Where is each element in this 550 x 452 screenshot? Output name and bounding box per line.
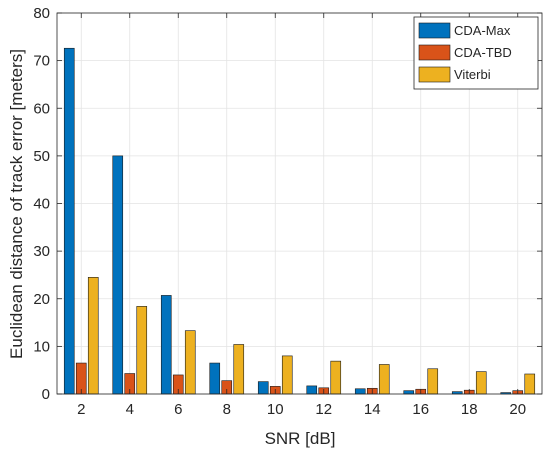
legend-label-cda-max: CDA-Max — [454, 23, 511, 38]
y-tick-label: 40 — [33, 196, 50, 213]
y-tick-label: 70 — [33, 53, 50, 70]
x-tick-label: 2 — [77, 401, 85, 418]
y-tick-label: 30 — [33, 243, 50, 260]
bar-cda-max — [306, 385, 318, 395]
bar-viterbi — [184, 330, 196, 395]
x-tick-label: 14 — [364, 401, 381, 418]
x-tick-label: 4 — [126, 401, 134, 418]
bar-cda-max — [63, 47, 75, 395]
bar-viterbi — [475, 371, 487, 395]
bar-cda-max — [257, 381, 269, 395]
x-tick-label: 20 — [509, 401, 526, 418]
bars — [63, 47, 536, 395]
axis-ticks — [57, 12, 542, 395]
bar-viterbi — [427, 368, 439, 395]
x-tick-label: 12 — [315, 401, 332, 418]
y-tick-labels: 0 10 20 30 40 50 60 70 80 — [33, 5, 50, 403]
legend-swatch-cda-tbd — [418, 44, 451, 61]
y-tick-label: 20 — [33, 291, 50, 308]
legend-label-viterbi: Viterbi — [454, 67, 491, 82]
y-tick-label: 0 — [42, 386, 50, 403]
x-tick-label: 6 — [174, 401, 182, 418]
x-tick-labels: 2 4 6 8 10 12 14 16 18 20 — [77, 401, 526, 418]
bar-viterbi — [330, 360, 342, 395]
bar-cda-max — [354, 388, 366, 395]
x-tick-label: 16 — [412, 401, 429, 418]
x-tick-label: 8 — [223, 401, 231, 418]
bar-viterbi — [524, 373, 536, 395]
legend: CDA-Max CDA-TBD Viterbi — [413, 16, 539, 90]
y-axis-label: Euclidean distance of track error [meter… — [7, 49, 26, 359]
bar-viterbi — [378, 364, 390, 395]
legend-label-cda-tbd: CDA-TBD — [454, 45, 512, 60]
bar-cda-max — [403, 390, 415, 395]
bar-cda-max — [160, 295, 172, 395]
bar-viterbi — [233, 344, 245, 395]
bar-viterbi — [281, 355, 293, 395]
bar-cda-max — [112, 155, 124, 395]
bar-viterbi — [136, 306, 148, 395]
bar-cda-max — [209, 362, 221, 395]
legend-swatch-cda-max — [418, 22, 451, 39]
bar-viterbi — [87, 277, 99, 395]
y-tick-label: 10 — [33, 338, 50, 355]
y-tick-label: 80 — [33, 5, 50, 22]
x-tick-label: 18 — [461, 401, 478, 418]
x-axis-label: SNR [dB] — [265, 429, 336, 448]
x-tick-label: 10 — [267, 401, 284, 418]
y-tick-label: 50 — [33, 148, 50, 165]
legend-swatch-viterbi — [418, 66, 451, 83]
y-tick-label: 60 — [33, 100, 50, 117]
